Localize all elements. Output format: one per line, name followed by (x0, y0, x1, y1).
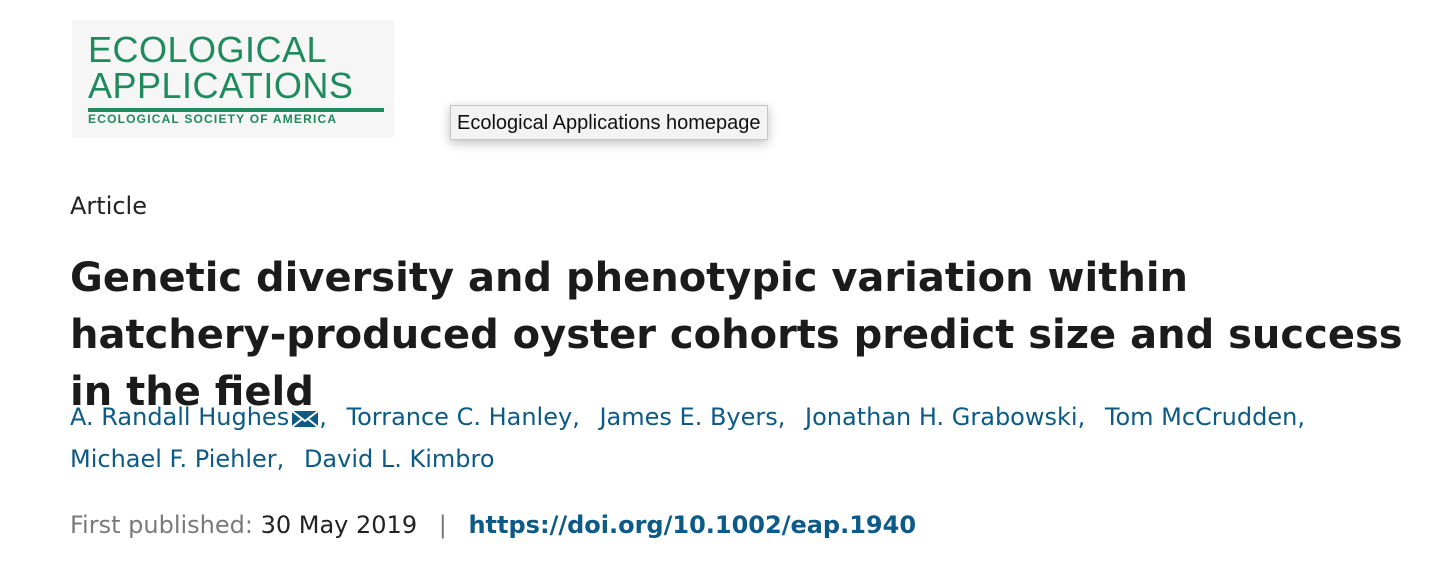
homepage-tooltip: Ecological Applications homepage (450, 105, 768, 140)
author-separator: , (1297, 403, 1305, 431)
author-link[interactable]: James E. Byers, (599, 403, 785, 431)
author-separator: , (276, 445, 285, 473)
article-type: Article (70, 192, 147, 220)
author-separator: , (572, 403, 580, 431)
author-link[interactable]: Michael F. Piehler, (70, 445, 284, 473)
author-name: David L. Kimbro (303, 445, 495, 473)
author-link[interactable]: Tom McCrudden, (1105, 403, 1305, 431)
author-name: Jonathan H. Grabowski (805, 403, 1078, 431)
logo-society-name: ECOLOGICAL SOCIETY OF AMERICA (88, 112, 338, 126)
logo-divider (88, 108, 384, 112)
author-separator: , (319, 403, 327, 431)
author-name: James E. Byers (599, 403, 778, 431)
author-name: Tom McCrudden (1104, 403, 1298, 431)
author-separator: , (1077, 403, 1086, 431)
doi-link[interactable]: https://doi.org/10.1002/eap.1940 (468, 511, 917, 539)
author-list: A. Randall Hughes, Torrance C. Hanley, J… (70, 398, 1430, 478)
author-name: Michael F. Piehler (70, 445, 277, 473)
author-name: Torrance C. Hanley (346, 403, 573, 431)
author-link[interactable]: A. Randall Hughes, (70, 403, 327, 431)
first-published-label: First published: (70, 511, 253, 539)
publication-info: First published: 30 May 2019 | https://d… (70, 508, 916, 542)
author-separator: , (777, 403, 786, 431)
author-link[interactable]: Torrance C. Hanley, (346, 403, 579, 431)
envelope-icon[interactable] (291, 402, 319, 440)
article-title: Genetic diversity and phenotypic variati… (70, 255, 1403, 415)
author-link[interactable]: David L. Kimbro (304, 445, 495, 473)
first-published-date: 30 May 2019 (260, 511, 418, 539)
author-link[interactable]: Jonathan H. Grabowski, (805, 403, 1085, 431)
journal-logo[interactable]: ECOLOGICAL APPLICATIONS ECOLOGICAL SOCIE… (72, 20, 394, 138)
separator: | (438, 511, 447, 539)
author-name: A. Randall Hughes (70, 403, 290, 431)
logo-line1: ECOLOGICAL (88, 29, 328, 70)
logo-line2: APPLICATIONS (88, 65, 354, 106)
